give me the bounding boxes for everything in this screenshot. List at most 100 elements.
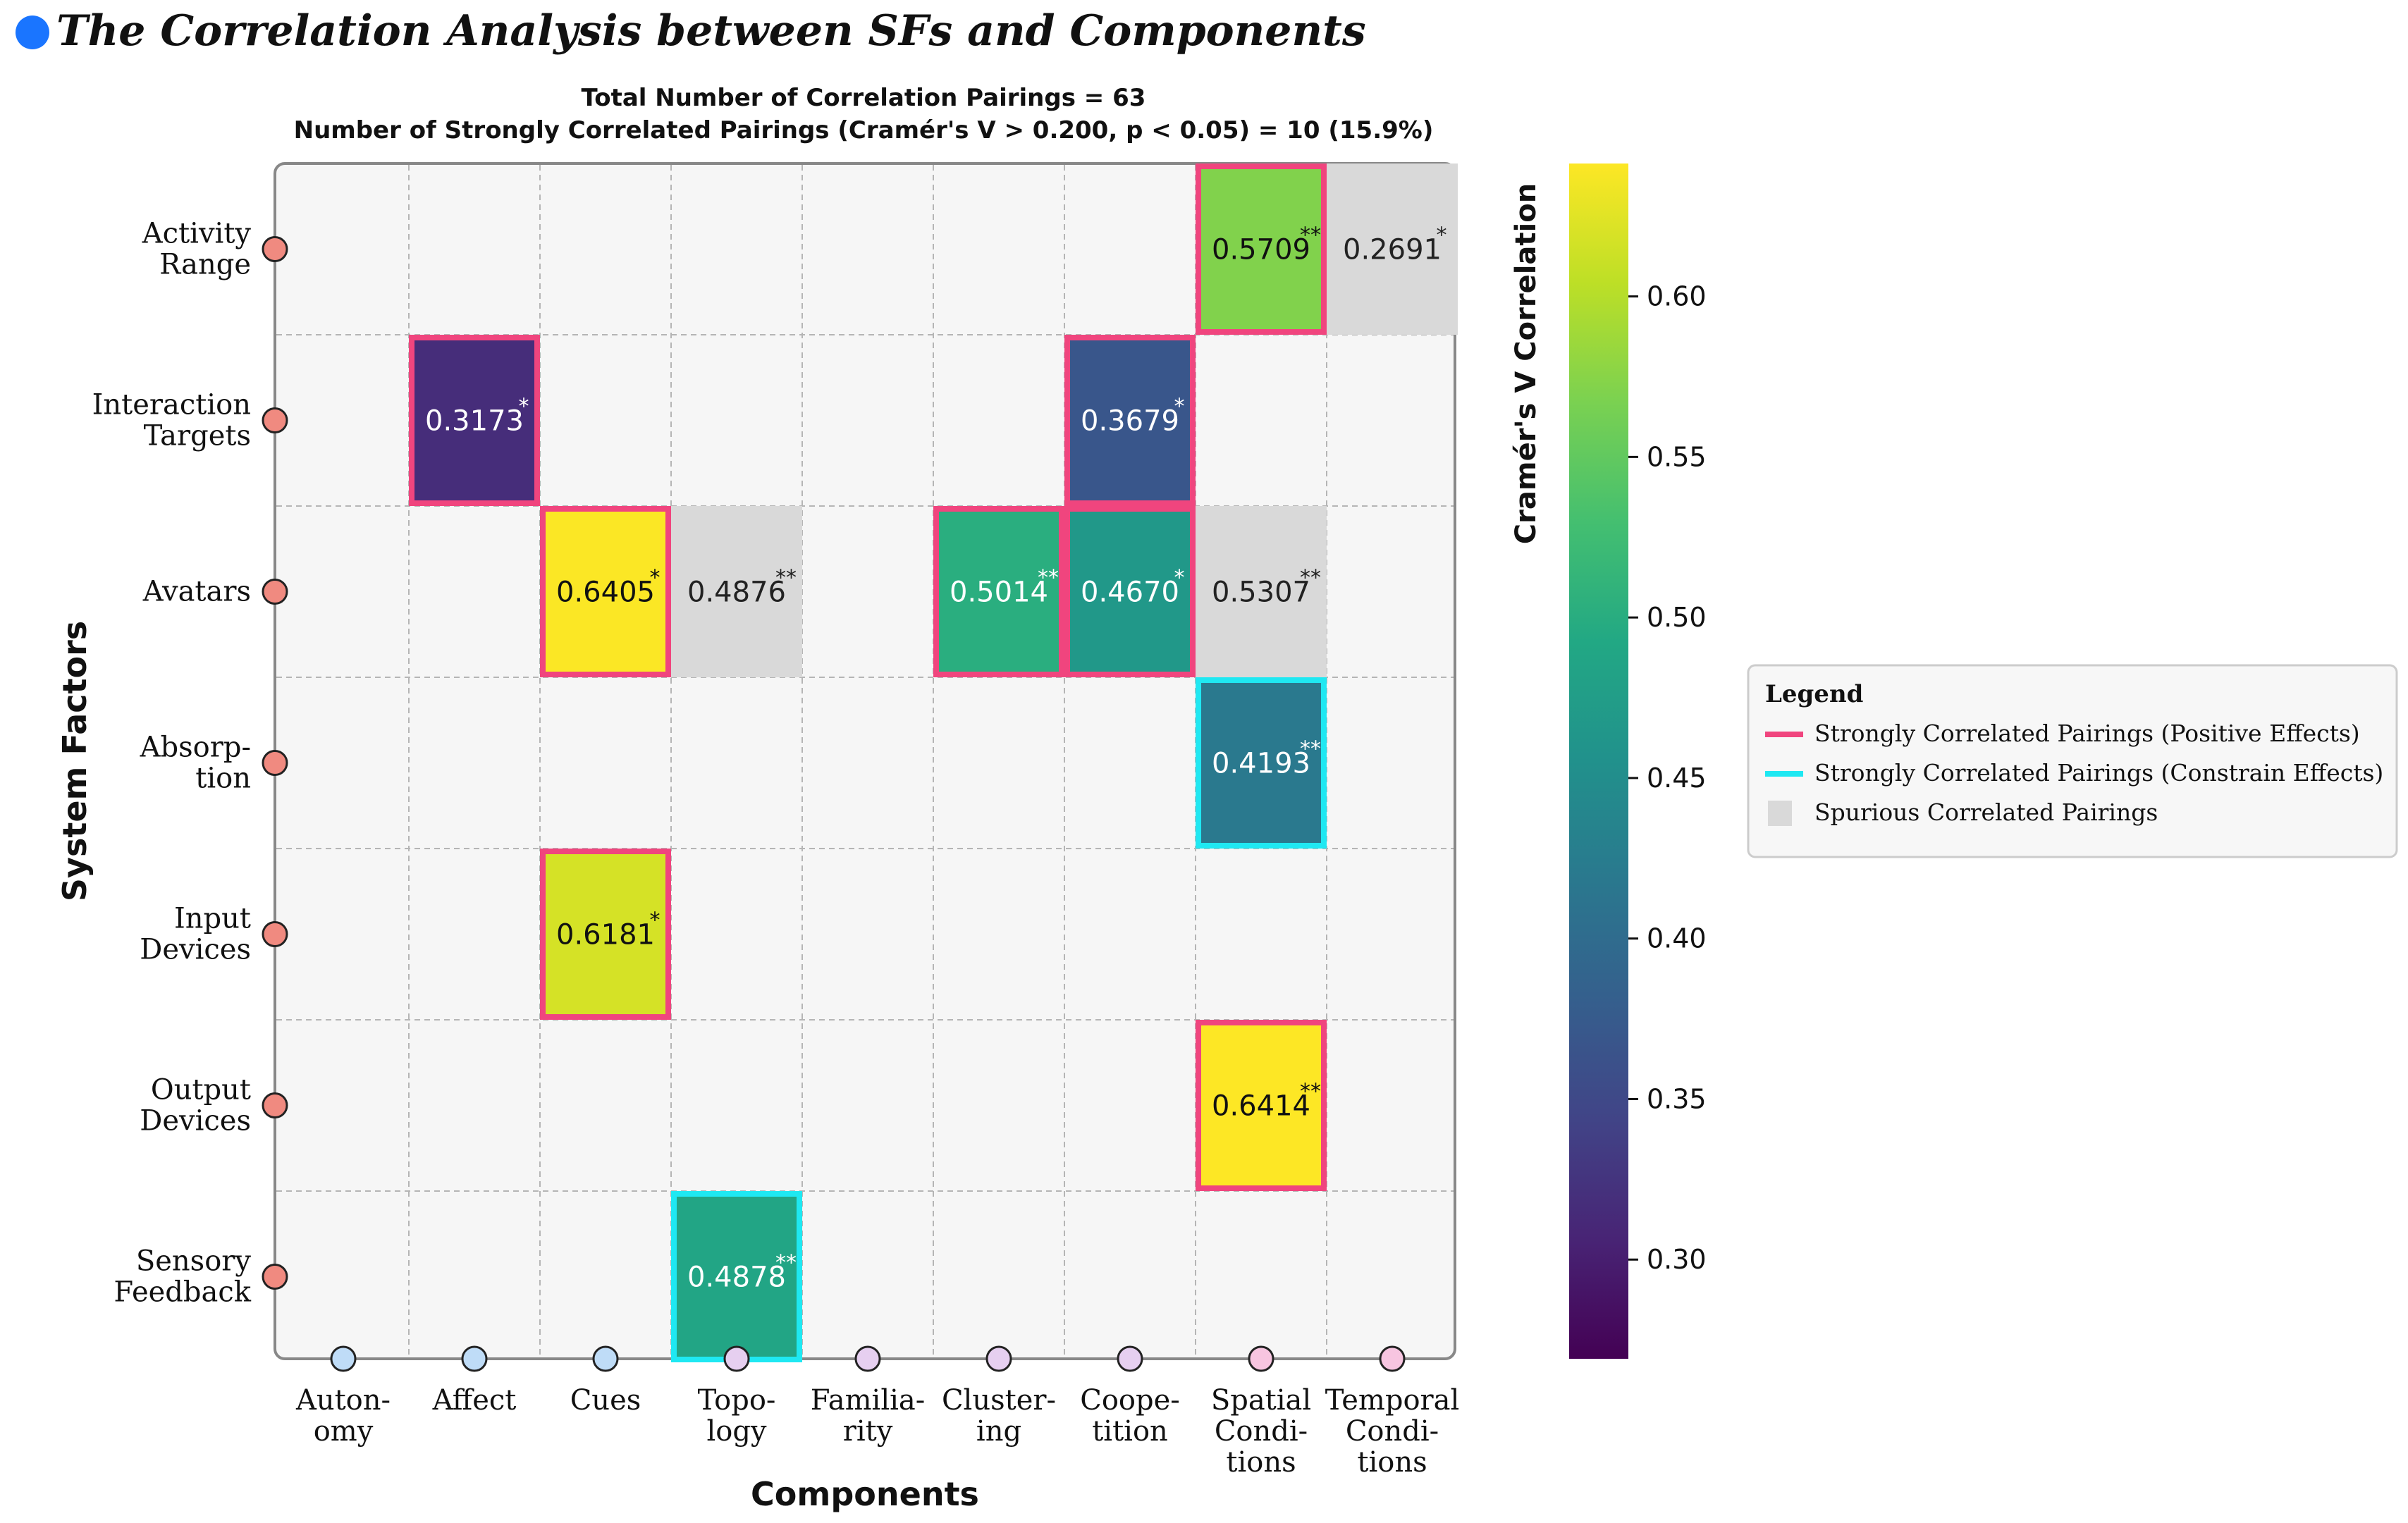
- x-tick-label: Affect: [432, 1384, 517, 1417]
- cell-value-label: 0.4670: [1081, 576, 1179, 609]
- colorbar-ticks: 0.30 0.35 0.40 0.45 0.50 0.55 0.60: [1628, 281, 1707, 1275]
- heatmap-cell: 0.4878**: [671, 1191, 802, 1362]
- x-axis-title: Components: [751, 1475, 979, 1513]
- component-marker-dot: [330, 1345, 357, 1372]
- x-tick-label: Condi-: [1215, 1415, 1308, 1448]
- significance-marker: **: [1300, 1080, 1321, 1104]
- heatmap-cell: 0.6181*: [540, 849, 671, 1020]
- significance-marker: *: [1174, 566, 1185, 591]
- heatmap-cell: 0.5709**: [1196, 164, 1327, 335]
- factor-markers: [262, 236, 288, 1290]
- heatmap-cell: 0.3679*: [1064, 335, 1196, 506]
- heatmap-plot: 0.5709** 0.2691*0.3173* 0.3679*0.6405* 0.48…: [262, 162, 1458, 1372]
- x-tick-labels: Auton-omy Affect Cues Topo-logy Familia-rity…: [295, 1384, 1459, 1479]
- factor-marker-dot: [262, 236, 288, 262]
- heatmap-cell: 0.2691*: [1327, 164, 1458, 335]
- heatmap-cell-fill: [1327, 164, 1458, 335]
- heatmap-cell-fill: [933, 506, 1064, 677]
- y-tick-label: Devices: [140, 1105, 251, 1137]
- heatmap-cell: 0.5307**: [1196, 506, 1327, 677]
- cell-value-label: 0.5014: [950, 576, 1048, 609]
- factor-marker-dot: [262, 579, 288, 605]
- legend-item-label: Strongly Correlated Pairings (Constrain …: [1814, 759, 2383, 787]
- heatmap-cell: 0.3173*: [409, 335, 540, 506]
- colorbar-tick-label: 0.55: [1647, 441, 1707, 472]
- heatmap-cell: 0.6405*: [540, 506, 671, 677]
- y-tick-label: Interaction: [92, 389, 251, 421]
- strong-pairing-border: [409, 335, 540, 506]
- factor-marker-dot: [262, 750, 288, 776]
- legend-items: Strongly Correlated Pairings (Positive E…: [1765, 720, 2383, 826]
- strong-pairing-border: [1196, 164, 1327, 335]
- x-tick-label: tition: [1092, 1415, 1168, 1448]
- component-marker-dot: [1248, 1345, 1274, 1372]
- heatmap-cell-fill: [671, 506, 802, 677]
- heatmap-cell-fill: [1064, 335, 1196, 506]
- x-tick-label: Cluster-: [942, 1384, 1056, 1417]
- factor-marker-dot: [262, 921, 288, 947]
- legend-title: Legend: [1765, 680, 1863, 708]
- heatmap-cell-fill: [540, 506, 671, 677]
- heatmap-cell: 0.6414**: [1196, 1020, 1327, 1191]
- x-tick-label: Spatial: [1211, 1384, 1311, 1417]
- y-tick-label: Output: [151, 1074, 251, 1106]
- page-title: The Correlation Analysis between SFs and…: [56, 6, 1366, 56]
- colorbar-tick-label: 0.45: [1647, 763, 1707, 794]
- significance-marker: **: [1038, 566, 1059, 591]
- heatmap-cell: 0.4876**: [671, 506, 802, 677]
- factor-marker-dot: [262, 1264, 288, 1290]
- x-tick-label: Auton-: [295, 1384, 391, 1417]
- component-marker-dot: [985, 1345, 1012, 1372]
- heatmap-cell-fill: [1064, 506, 1196, 677]
- significance-marker: **: [775, 1251, 797, 1276]
- factor-marker-dot: [262, 407, 288, 433]
- colorbar-tick-label: 0.40: [1647, 923, 1707, 954]
- component-marker-dot: [854, 1345, 881, 1372]
- heatmap-cell-fill: [1196, 1020, 1327, 1191]
- cell-value-label: 0.6181: [556, 919, 655, 951]
- colorbar-label: Cramér's V Correlation: [1510, 183, 1542, 544]
- y-tick-label: tion: [195, 763, 251, 795]
- colorbar-tick-label: 0.60: [1647, 281, 1707, 312]
- y-tick-label: Range: [159, 249, 251, 281]
- heatmap-cell: 0.4193**: [1196, 677, 1327, 849]
- legend-box: [1747, 664, 2398, 858]
- y-tick-label: Activity: [142, 218, 252, 250]
- strong-pairing-border: [1196, 677, 1327, 849]
- strong-pairing-border: [540, 849, 671, 1020]
- colorbar-bar: [1569, 164, 1628, 1359]
- x-tick-label: Cues: [570, 1384, 641, 1417]
- x-tick-label: omy: [314, 1415, 374, 1448]
- heatmap-cell: 0.5014**: [933, 506, 1064, 677]
- cell-value-label: 0.3173: [425, 405, 524, 438]
- cell-value-label: 0.4876: [687, 576, 786, 609]
- cell-value-label: 0.2691: [1343, 234, 1442, 266]
- x-tick-label: tions: [1226, 1446, 1296, 1479]
- significance-marker: *: [650, 908, 661, 933]
- x-tick-label: Topo-: [698, 1384, 776, 1417]
- x-tick-label: tions: [1357, 1446, 1427, 1479]
- heatmap-cells: 0.5709** 0.2691*0.3173* 0.3679*0.6405* 0.48…: [409, 164, 1458, 1362]
- cell-value-label: 0.6405: [556, 576, 655, 609]
- cell-value-label: 0.4193: [1212, 748, 1310, 780]
- x-tick-label: Familia-: [811, 1384, 926, 1417]
- heatmap-cell: 0.4670*: [1064, 506, 1196, 677]
- strong-pairing-border: [1064, 506, 1196, 677]
- significance-marker: **: [1300, 737, 1321, 762]
- cell-value-label: 0.6414: [1212, 1090, 1310, 1123]
- x-tick-label: Condi-: [1346, 1415, 1439, 1448]
- x-tick-label: Coope-: [1080, 1384, 1180, 1417]
- legend: Legend Strongly Correlated Pairings (Pos…: [1747, 664, 2398, 858]
- colorbar: 0.30 0.35 0.40 0.45 0.50 0.55 0.60 Cramér's V …: [1510, 164, 1707, 1359]
- component-marker-dot: [1379, 1345, 1406, 1372]
- significance-marker: *: [1437, 223, 1447, 248]
- cell-value-label: 0.4878: [687, 1262, 786, 1294]
- significance-marker: *: [519, 395, 529, 419]
- component-marker-dot: [1117, 1345, 1143, 1372]
- y-axis-title: System Factors: [56, 621, 94, 901]
- heatmap-cell-fill: [1196, 506, 1327, 677]
- title-bullet: [16, 16, 49, 49]
- x-tick-label: rity: [843, 1415, 893, 1448]
